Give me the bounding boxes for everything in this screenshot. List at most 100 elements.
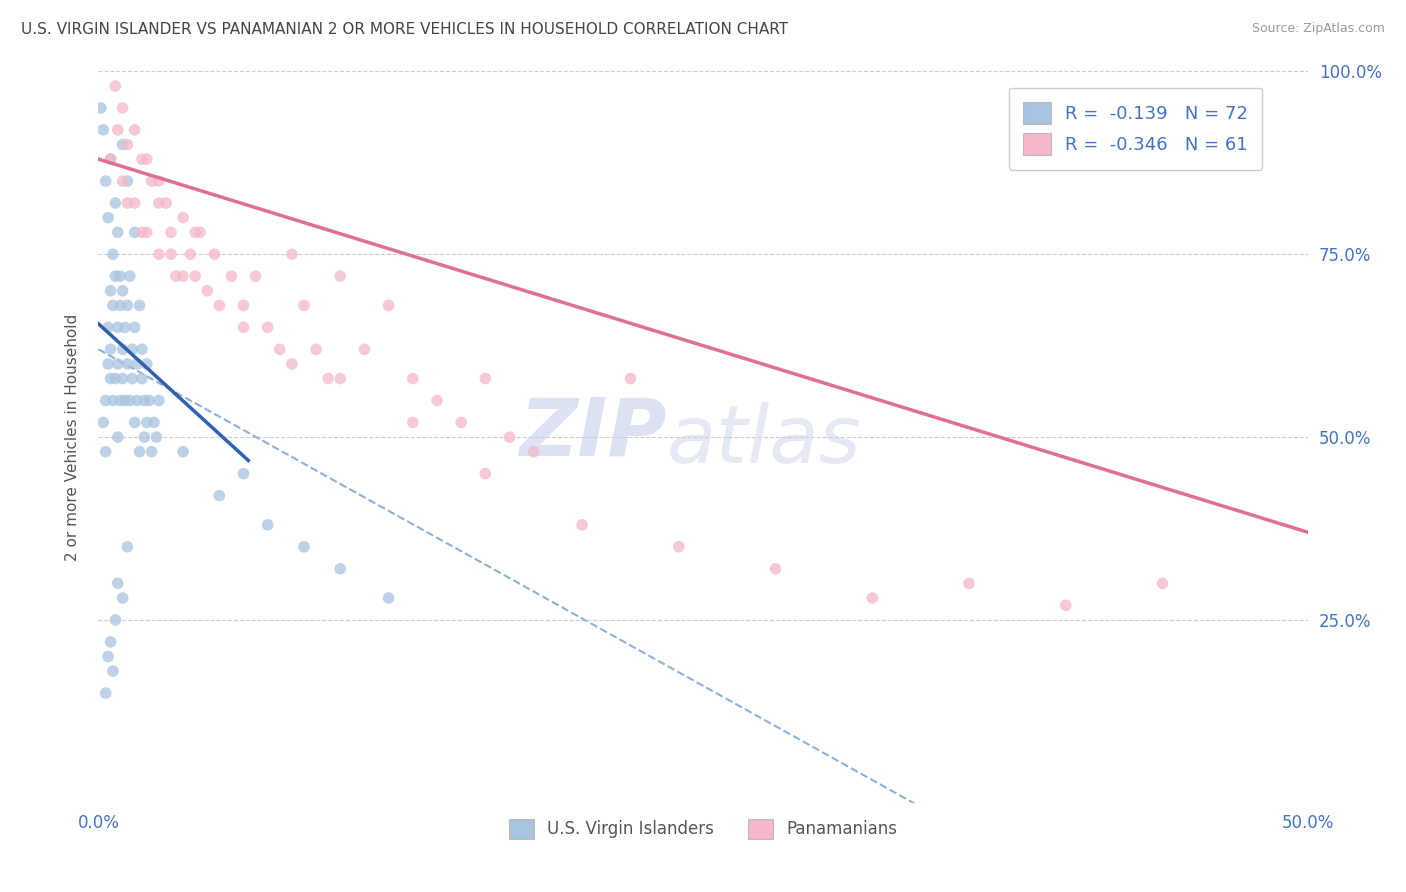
Point (107, 430, 129, 444)
Point (131, 343, 153, 357)
Text: U.S. VIRGIN ISLANDER VS PANAMANIAN 2 OR MORE VEHICLES IN HOUSEHOLD CORRELATION C: U.S. VIRGIN ISLANDER VS PANAMANIAN 2 OR … (21, 22, 789, 37)
Point (172, 269, 194, 284)
Point (292, 298, 315, 312)
Point (474, 467, 496, 481)
Point (329, 269, 352, 284)
Point (114, 320, 136, 334)
Point (1054, 599, 1077, 613)
Point (165, 269, 187, 284)
Text: ZIP: ZIP (519, 394, 666, 473)
Point (91, 123, 114, 137)
Point (765, 562, 787, 576)
Point (104, 613, 127, 627)
Point (329, 562, 352, 576)
Point (957, 576, 980, 591)
Point (281, 357, 304, 371)
Point (134, 393, 156, 408)
Point (184, 269, 207, 284)
Text: atlas: atlas (666, 401, 862, 480)
Point (121, 371, 143, 385)
Point (118, 269, 141, 284)
Point (188, 225, 211, 239)
Point (107, 320, 129, 334)
Point (141, 174, 163, 188)
Point (118, 393, 141, 408)
Point (160, 225, 183, 239)
Point (104, 371, 127, 385)
Point (94, 686, 117, 700)
Point (232, 320, 254, 334)
Point (127, 357, 149, 371)
Point (101, 247, 124, 261)
Point (256, 517, 278, 532)
Point (155, 196, 177, 211)
Point (1152, 576, 1174, 591)
Point (269, 343, 291, 357)
Point (619, 371, 641, 385)
Point (97, 211, 120, 225)
Point (100, 152, 122, 166)
Point (111, 101, 134, 115)
Point (107, 576, 129, 591)
Point (117, 196, 139, 211)
Point (111, 343, 134, 357)
Point (148, 393, 170, 408)
Point (135, 357, 157, 371)
Point (111, 591, 134, 605)
Point (108, 269, 131, 284)
Point (141, 444, 163, 458)
Point (305, 343, 328, 357)
Point (90, 101, 112, 115)
Y-axis label: 2 or more Vehicles in Household: 2 or more Vehicles in Household (65, 313, 80, 561)
Point (117, 540, 139, 554)
Point (172, 444, 194, 458)
Point (571, 517, 593, 532)
Point (208, 489, 231, 503)
Point (91, 416, 114, 430)
Point (111, 284, 134, 298)
Point (160, 247, 183, 261)
Point (172, 211, 194, 225)
Point (101, 664, 124, 678)
Point (104, 269, 127, 284)
Point (245, 269, 267, 284)
Point (143, 416, 166, 430)
Point (292, 540, 315, 554)
Text: Source: ZipAtlas.com: Source: ZipAtlas.com (1251, 22, 1385, 36)
Point (402, 416, 425, 430)
Point (195, 284, 218, 298)
Point (117, 137, 139, 152)
Point (100, 284, 122, 298)
Point (135, 416, 157, 430)
Point (124, 416, 146, 430)
Point (128, 298, 150, 312)
Point (117, 174, 139, 188)
Point (107, 357, 129, 371)
Point (124, 123, 146, 137)
Point (402, 371, 425, 385)
Point (208, 298, 231, 312)
Point (117, 298, 139, 312)
Point (134, 430, 156, 444)
Point (128, 444, 150, 458)
Point (377, 298, 399, 312)
Point (94, 444, 117, 458)
Point (100, 152, 122, 166)
Point (108, 393, 131, 408)
Point (184, 225, 207, 239)
Point (221, 269, 243, 284)
Point (353, 343, 375, 357)
Point (111, 174, 134, 188)
Point (179, 247, 201, 261)
Point (100, 635, 122, 649)
Point (114, 393, 136, 408)
Point (97, 357, 120, 371)
Point (281, 247, 304, 261)
Point (104, 196, 127, 211)
Point (121, 343, 143, 357)
Point (148, 174, 170, 188)
Point (101, 298, 124, 312)
Point (97, 320, 120, 334)
Point (104, 78, 127, 93)
Point (474, 371, 496, 385)
